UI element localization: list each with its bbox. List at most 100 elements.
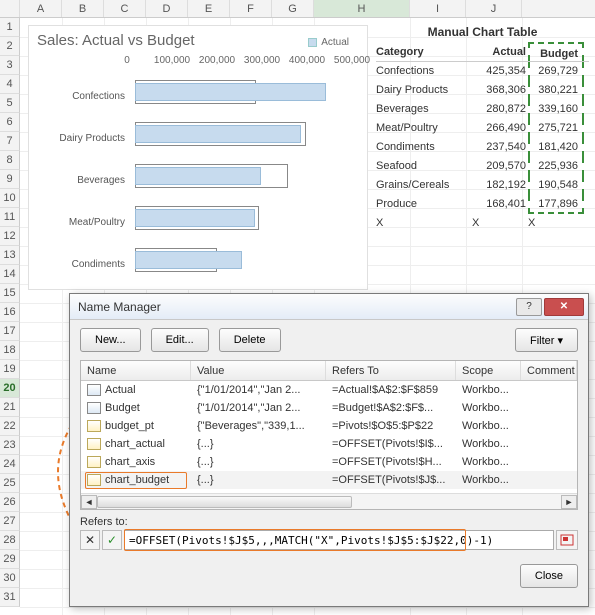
row-header-9[interactable]: 9 bbox=[0, 170, 20, 189]
col-header-B[interactable]: B bbox=[62, 0, 104, 17]
table-row[interactable]: Meat/Poultry266,490275,721 bbox=[376, 119, 589, 138]
row-header-10[interactable]: 10 bbox=[0, 189, 20, 208]
col-header-H[interactable]: H bbox=[314, 0, 410, 17]
col-header-A[interactable]: A bbox=[20, 0, 62, 17]
manual-chart-table: Manual Chart Table Category Actual Budge… bbox=[376, 22, 589, 233]
row-header-29[interactable]: 29 bbox=[0, 550, 20, 569]
row-header-12[interactable]: 12 bbox=[0, 227, 20, 246]
row-header-31[interactable]: 31 bbox=[0, 588, 20, 607]
list-hscroll[interactable]: ◄ ► bbox=[81, 493, 577, 509]
row-header-4[interactable]: 4 bbox=[0, 75, 20, 94]
list-header: Name Value Refers To Scope Comment bbox=[81, 361, 577, 381]
table-row[interactable]: Produce168,401177,896 bbox=[376, 195, 589, 214]
list-cell: =Budget!$A$2:$F$... bbox=[326, 399, 456, 417]
row-header-8[interactable]: 8 bbox=[0, 151, 20, 170]
chart-bar-row: Confections bbox=[37, 75, 359, 117]
refers-cancel-icon[interactable]: ✕ bbox=[80, 530, 100, 550]
col-header-E[interactable]: E bbox=[188, 0, 230, 17]
col-header-F[interactable]: F bbox=[230, 0, 272, 17]
row-header-5[interactable]: 5 bbox=[0, 94, 20, 113]
table-row[interactable]: Beverages280,872339,160 bbox=[376, 100, 589, 119]
row-header-1[interactable]: 1 bbox=[0, 18, 20, 37]
row-header-17[interactable]: 17 bbox=[0, 322, 20, 341]
row-header-24[interactable]: 24 bbox=[0, 455, 20, 474]
list-cell: Actual bbox=[81, 381, 191, 399]
table-cell: 425,354 bbox=[472, 62, 528, 81]
table-row[interactable]: Dairy Products368,306380,221 bbox=[376, 81, 589, 100]
list-cell: Workbo... bbox=[456, 381, 521, 399]
list-row[interactable]: budget_pt{"Beverages","339,1...=Pivots!$… bbox=[81, 417, 577, 435]
list-row[interactable]: chart_budget{...}=OFFSET(Pivots!$J$...Wo… bbox=[81, 471, 577, 489]
close-x-button[interactable]: ✕ bbox=[544, 298, 584, 316]
row-header-23[interactable]: 23 bbox=[0, 436, 20, 455]
col-header-I[interactable]: I bbox=[410, 0, 466, 17]
delete-button[interactable]: Delete bbox=[219, 328, 281, 352]
scroll-right-icon[interactable]: ► bbox=[561, 495, 577, 509]
name-icon bbox=[87, 456, 101, 468]
col-name[interactable]: Name bbox=[81, 361, 191, 380]
row-header-25[interactable]: 25 bbox=[0, 474, 20, 493]
list-cell: chart_budget bbox=[81, 471, 191, 489]
row-header-2[interactable]: 2 bbox=[0, 37, 20, 56]
col-value[interactable]: Value bbox=[191, 361, 326, 380]
row-header-21[interactable]: 21 bbox=[0, 398, 20, 417]
refers-to-input[interactable] bbox=[124, 530, 554, 550]
dialog-titlebar[interactable]: Name Manager ? ✕ bbox=[70, 294, 588, 320]
row-header-3[interactable]: 3 bbox=[0, 56, 20, 75]
row-header-14[interactable]: 14 bbox=[0, 265, 20, 284]
list-row[interactable]: Budget{"1/01/2014","Jan 2...=Budget!$A$2… bbox=[81, 399, 577, 417]
row-header-16[interactable]: 16 bbox=[0, 303, 20, 322]
help-button[interactable]: ? bbox=[516, 298, 542, 316]
bar-actual bbox=[135, 209, 255, 227]
row-header-7[interactable]: 7 bbox=[0, 132, 20, 151]
table-row[interactable]: Condiments237,540181,420 bbox=[376, 138, 589, 157]
list-row[interactable]: Actual{"1/01/2014","Jan 2...=Actual!$A$2… bbox=[81, 381, 577, 399]
names-list[interactable]: Name Value Refers To Scope Comment Actua… bbox=[80, 360, 578, 510]
table-cell: 275,721 bbox=[528, 119, 584, 138]
bar-label: Confections bbox=[37, 91, 135, 102]
range-selector-icon[interactable] bbox=[556, 530, 578, 550]
x-tick: 500,000 bbox=[327, 55, 377, 66]
refers-accept-icon[interactable]: ✓ bbox=[102, 530, 122, 550]
table-cell: 177,896 bbox=[528, 195, 584, 214]
table-cell: 181,420 bbox=[528, 138, 584, 157]
list-row[interactable]: chart_axis{...}=OFFSET(Pivots!$H...Workb… bbox=[81, 453, 577, 471]
col-header-J[interactable]: J bbox=[466, 0, 522, 17]
col-header-C[interactable]: C bbox=[104, 0, 146, 17]
new-button[interactable]: New... bbox=[80, 328, 141, 352]
table-row[interactable]: Seafood209,570225,936 bbox=[376, 157, 589, 176]
row-header-30[interactable]: 30 bbox=[0, 569, 20, 588]
scroll-thumb[interactable] bbox=[97, 496, 352, 508]
col-comment[interactable]: Comment bbox=[521, 361, 577, 380]
table-row[interactable]: Confections425,354269,729 bbox=[376, 62, 589, 81]
row-header-19[interactable]: 19 bbox=[0, 360, 20, 379]
list-row[interactable]: chart_actual{...}=OFFSET(Pivots!$I$...Wo… bbox=[81, 435, 577, 453]
col-header-D[interactable]: D bbox=[146, 0, 188, 17]
bar-label: Dairy Products bbox=[37, 133, 135, 144]
chart-bar-row: Dairy Products bbox=[37, 117, 359, 159]
row-header-26[interactable]: 26 bbox=[0, 493, 20, 512]
col-header-G[interactable]: G bbox=[272, 0, 314, 17]
row-header-27[interactable]: 27 bbox=[0, 512, 20, 531]
col-scope[interactable]: Scope bbox=[456, 361, 521, 380]
list-cell bbox=[521, 435, 577, 453]
close-button[interactable]: Close bbox=[520, 564, 578, 588]
filter-button[interactable]: Filter ▾ bbox=[515, 328, 578, 352]
name-icon bbox=[87, 420, 101, 432]
row-header-6[interactable]: 6 bbox=[0, 113, 20, 132]
scroll-left-icon[interactable]: ◄ bbox=[81, 495, 97, 509]
row-header-18[interactable]: 18 bbox=[0, 341, 20, 360]
table-cell: Confections bbox=[376, 62, 472, 81]
edit-button[interactable]: Edit... bbox=[151, 328, 209, 352]
row-header-20[interactable]: 20 bbox=[0, 379, 20, 398]
row-header-11[interactable]: 11 bbox=[0, 208, 20, 227]
col-refers[interactable]: Refers To bbox=[326, 361, 456, 380]
row-header-13[interactable]: 13 bbox=[0, 246, 20, 265]
table-row[interactable]: Grains/Cereals182,192190,548 bbox=[376, 176, 589, 195]
table-cell: 182,192 bbox=[472, 176, 528, 195]
row-header-15[interactable]: 15 bbox=[0, 284, 20, 303]
list-cell bbox=[521, 417, 577, 435]
row-header-28[interactable]: 28 bbox=[0, 531, 20, 550]
name-manager-dialog: Name Manager ? ✕ New... Edit... Delete F… bbox=[69, 293, 589, 607]
row-header-22[interactable]: 22 bbox=[0, 417, 20, 436]
